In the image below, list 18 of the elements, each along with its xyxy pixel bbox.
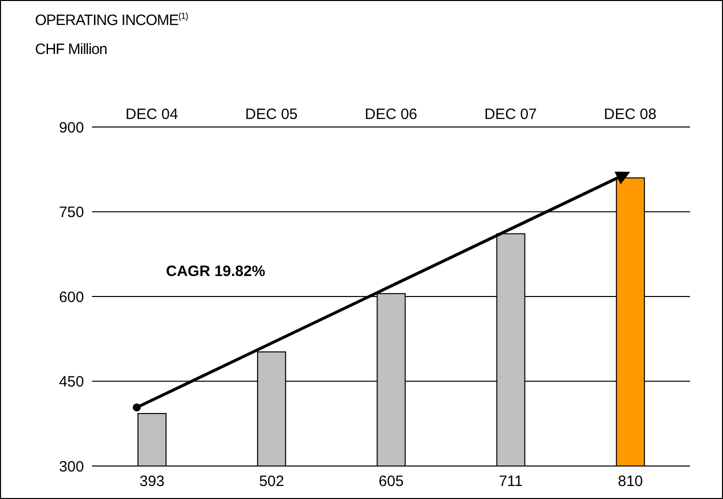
chart-subtitle: CHF Million <box>35 41 108 58</box>
chart-title: OPERATING INCOME$^{(1)}$ <box>35 11 188 29</box>
data-label: 605 <box>378 473 404 490</box>
x-tick-label: DEC 04 <box>126 106 178 123</box>
x-tick-label: DEC 08 <box>604 106 656 123</box>
data-label: 711 <box>498 473 523 490</box>
y-tick-label: 300 <box>58 458 84 476</box>
y-tick-label: 450 <box>58 374 84 391</box>
data-label: 393 <box>139 473 165 490</box>
x-tick-label: DEC 06 <box>364 106 418 123</box>
x-tick-label: DEC 05 <box>245 106 298 123</box>
data-label: 810 <box>618 473 643 490</box>
annotation: CAGR 19.82% <box>166 263 266 280</box>
y-tick-label: 900 <box>58 119 84 136</box>
y-tick-label: 750 <box>58 204 84 222</box>
x-tick-label: DEC 07 <box>484 106 537 123</box>
y-tick-label: 600 <box>58 288 84 306</box>
data-label: 502 <box>259 473 284 490</box>
